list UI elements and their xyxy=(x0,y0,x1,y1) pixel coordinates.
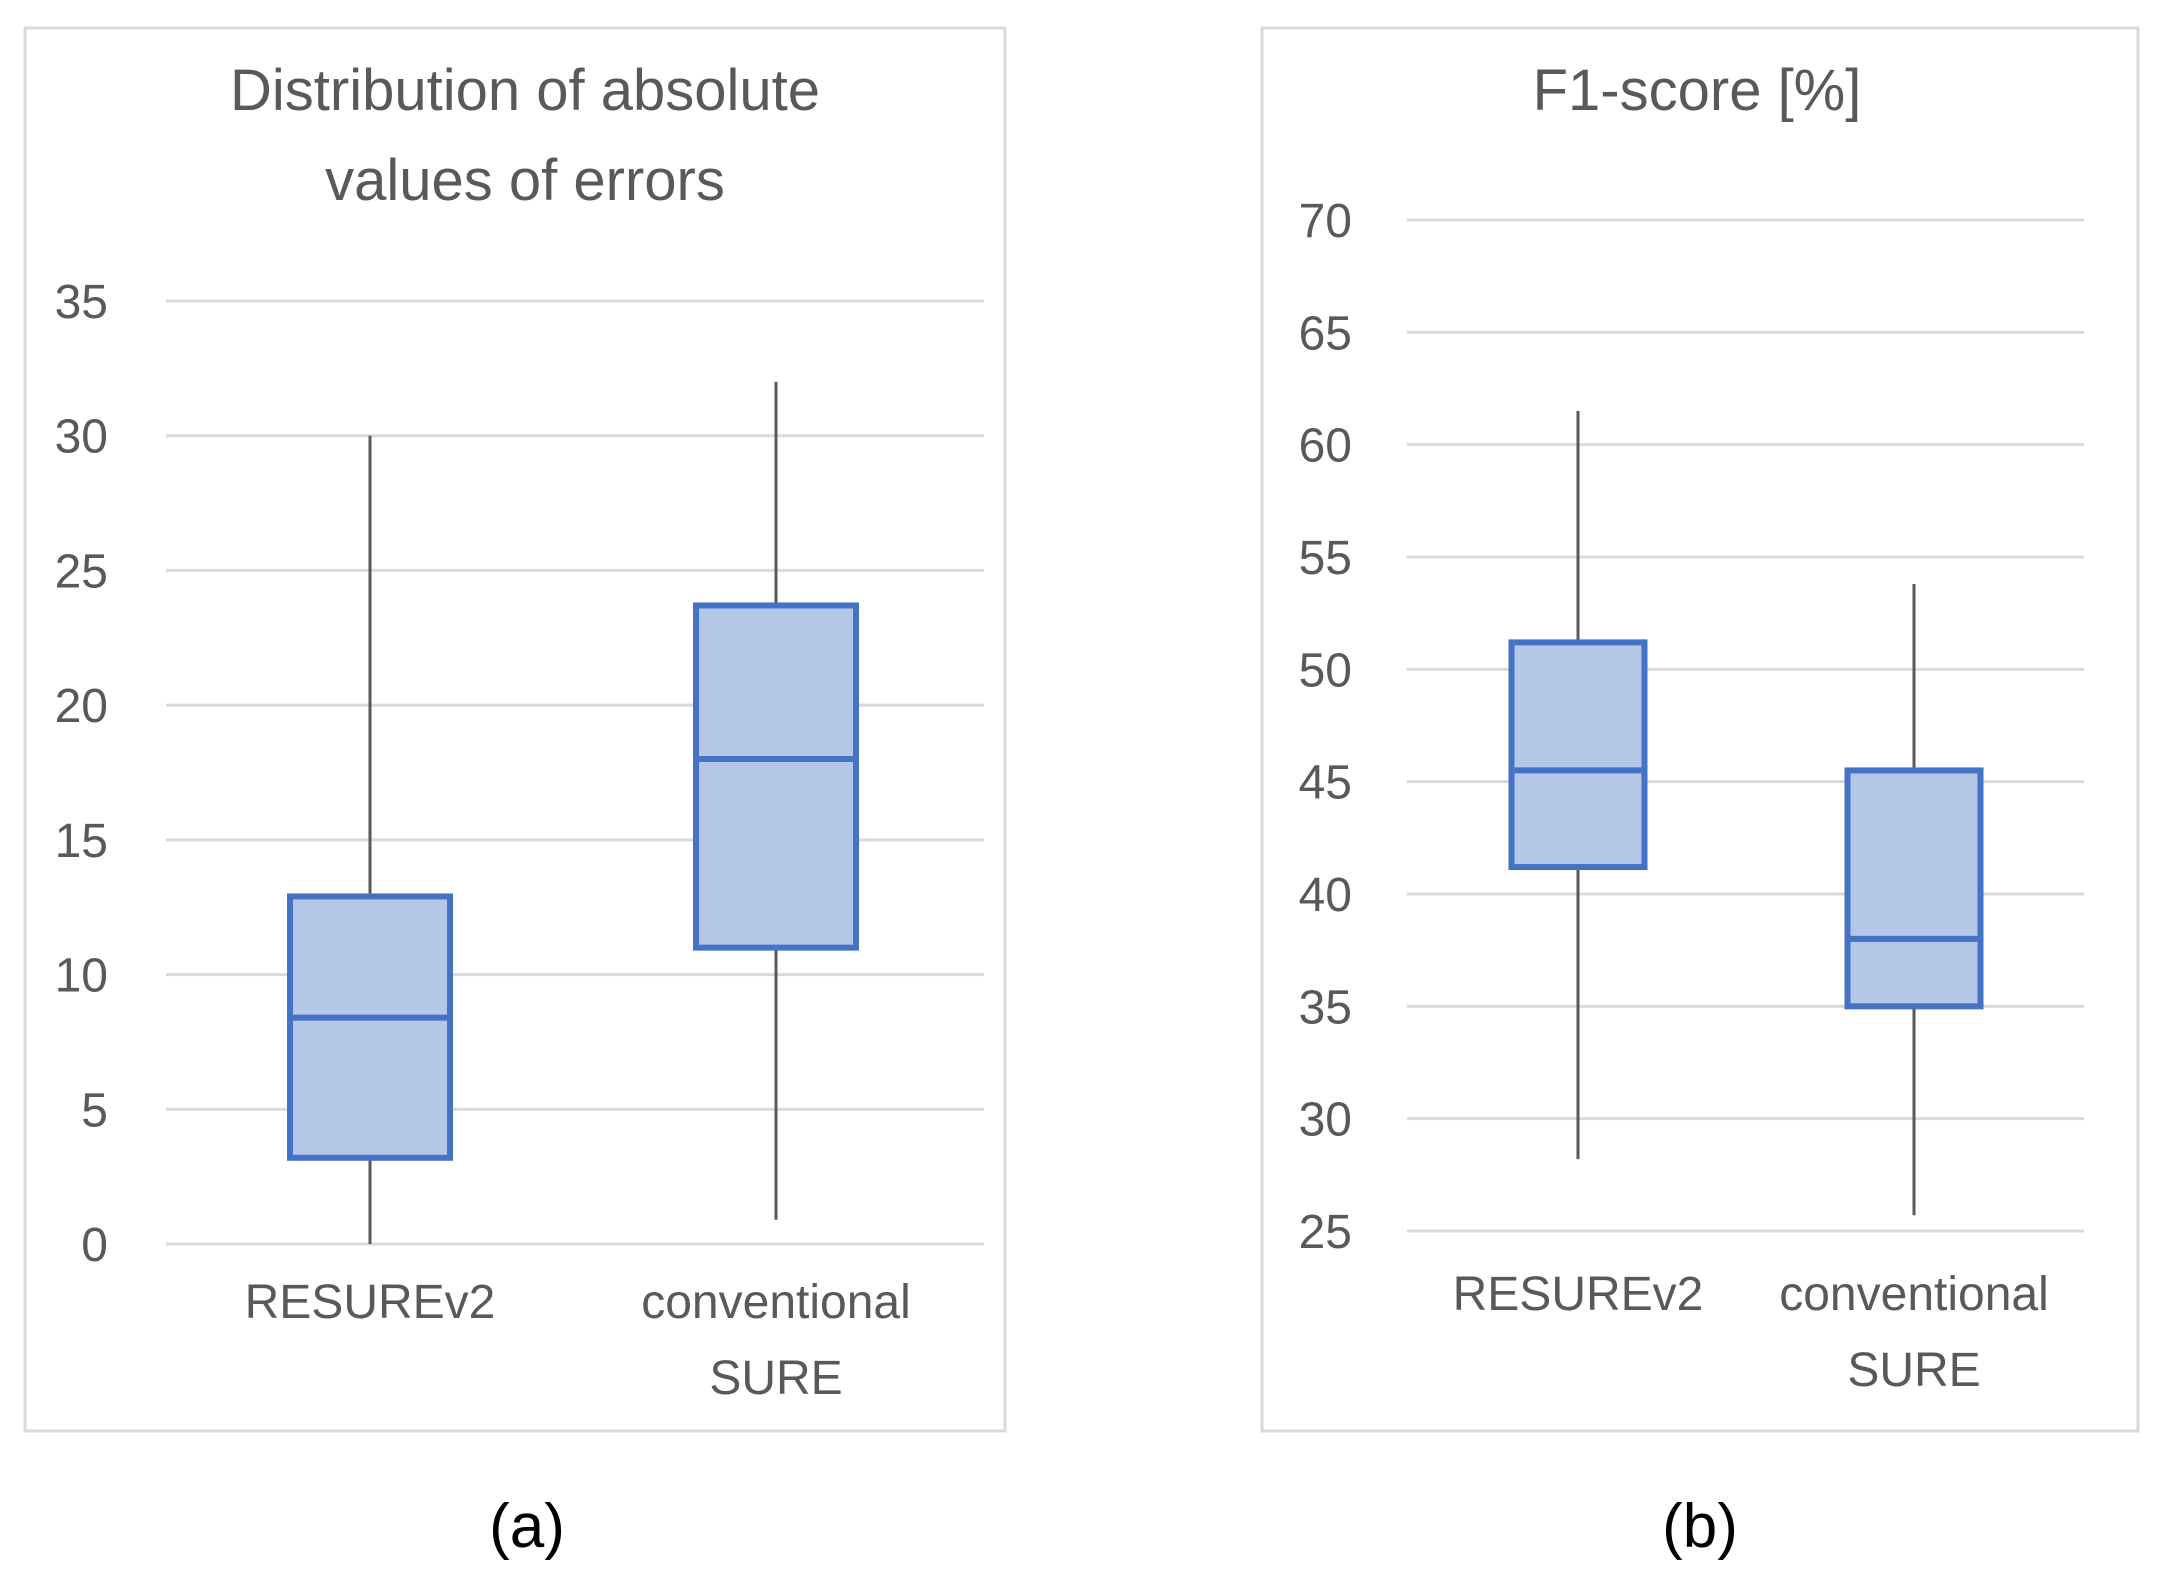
chart-title: values of errors xyxy=(325,148,725,213)
category-label: SURE xyxy=(1847,1344,1980,1397)
box-1 xyxy=(693,381,859,1220)
y-tick-label: 25 xyxy=(1299,1206,1352,1259)
y-tick-label: 35 xyxy=(1299,981,1352,1034)
chart-panel-b: F1-score [%] 25 30 35 40 45 50 55 60 65 70 RESUREv2… xyxy=(1260,26,2140,1561)
figure-caption: (b) xyxy=(1662,1492,1738,1561)
y-tick-label: 30 xyxy=(1299,1094,1352,1147)
iqr-box xyxy=(1508,639,1648,871)
y-tick-label: 60 xyxy=(1299,420,1352,473)
y-tick-label: 40 xyxy=(1299,869,1352,922)
chart-title: F1-score [%] xyxy=(1533,58,1862,123)
y-tick-label: 15 xyxy=(55,815,108,868)
y-tick-label: 35 xyxy=(55,276,108,329)
y-tick-label: 20 xyxy=(55,680,108,733)
iqr-box xyxy=(693,602,859,951)
figure-caption: (a) xyxy=(489,1492,565,1561)
box-0 xyxy=(287,435,453,1244)
box-0 xyxy=(1508,410,1648,1160)
y-tick-label: 55 xyxy=(1299,532,1352,585)
y-tick-label: 0 xyxy=(81,1219,108,1272)
y-tick-label: 50 xyxy=(1299,644,1352,697)
y-tick-label: 30 xyxy=(55,411,108,464)
y-tick-label: 65 xyxy=(1299,307,1352,360)
category-label: SURE xyxy=(709,1352,842,1405)
category-label: RESUREv2 xyxy=(1453,1268,1704,1321)
chart-title: Distribution of absolute xyxy=(230,58,820,123)
category-label: conventional xyxy=(1779,1268,2049,1321)
box-1 xyxy=(1844,583,1984,1216)
y-tick-label: 70 xyxy=(1299,195,1352,248)
y-tick-label: 10 xyxy=(55,950,108,1003)
category-label: RESUREv2 xyxy=(245,1276,496,1329)
y-tick-label: 45 xyxy=(1299,757,1352,810)
chart-panel-a: Distribution of absolute values of errors… xyxy=(23,26,1007,1561)
y-tick-label: 25 xyxy=(55,545,108,598)
category-label: conventional xyxy=(641,1276,911,1329)
iqr-box xyxy=(1844,767,1984,1010)
chart-frame xyxy=(1260,26,2140,1433)
y-tick-label: 5 xyxy=(81,1084,108,1137)
iqr-box xyxy=(287,893,453,1161)
